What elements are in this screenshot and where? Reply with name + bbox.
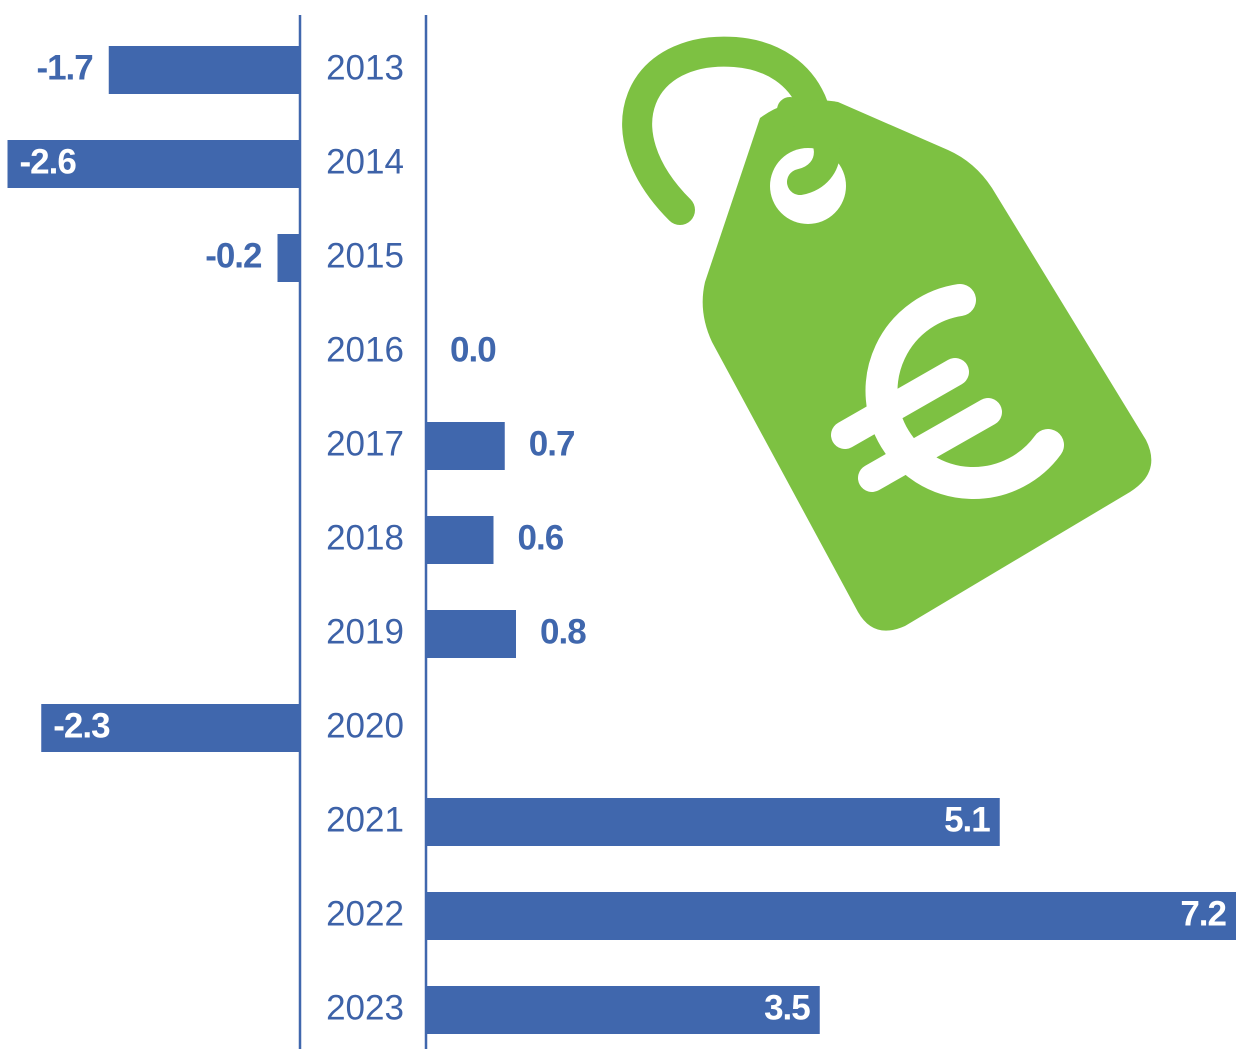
- value-label: 7.2: [1180, 894, 1226, 933]
- bar: [41, 704, 300, 752]
- value-label: 0.8: [540, 612, 586, 651]
- year-label: 2023: [326, 988, 404, 1027]
- value-label: 5.1: [944, 800, 990, 839]
- value-label: -2.6: [20, 142, 77, 181]
- value-label: 0.7: [529, 424, 575, 463]
- year-label: 2019: [326, 612, 404, 651]
- bar: [426, 516, 494, 564]
- year-label: 2014: [326, 142, 404, 181]
- bar: [277, 234, 300, 282]
- bar: [426, 986, 820, 1034]
- tag-string-loop: [777, 97, 840, 195]
- value-label: 0.6: [518, 518, 564, 557]
- value-label: -0.2: [205, 236, 262, 275]
- value-label: -1.7: [36, 48, 92, 87]
- year-label: 2022: [326, 894, 404, 933]
- euro-bar: [858, 398, 1002, 492]
- year-label: 2016: [326, 330, 404, 369]
- bar: [426, 892, 1236, 940]
- year-label: 2018: [326, 518, 404, 557]
- year-label: 2013: [326, 48, 404, 87]
- euro-arc: [865, 284, 1064, 499]
- bar: [108, 46, 300, 94]
- year-label: 2015: [326, 236, 404, 275]
- value-label: -2.3: [53, 706, 110, 745]
- year-label: 2020: [326, 706, 404, 745]
- bar: [426, 422, 505, 470]
- bar: [426, 610, 516, 658]
- value-label: 3.5: [764, 988, 810, 1027]
- year-label: 2017: [326, 424, 404, 463]
- price-tag-icon: [622, 36, 1152, 631]
- year-label: 2021: [326, 800, 404, 839]
- euro-bar: [831, 358, 969, 449]
- bar: [426, 798, 1000, 846]
- bar: [7, 140, 300, 188]
- tag-body: [702, 100, 1152, 631]
- value-label: 0.0: [450, 330, 496, 369]
